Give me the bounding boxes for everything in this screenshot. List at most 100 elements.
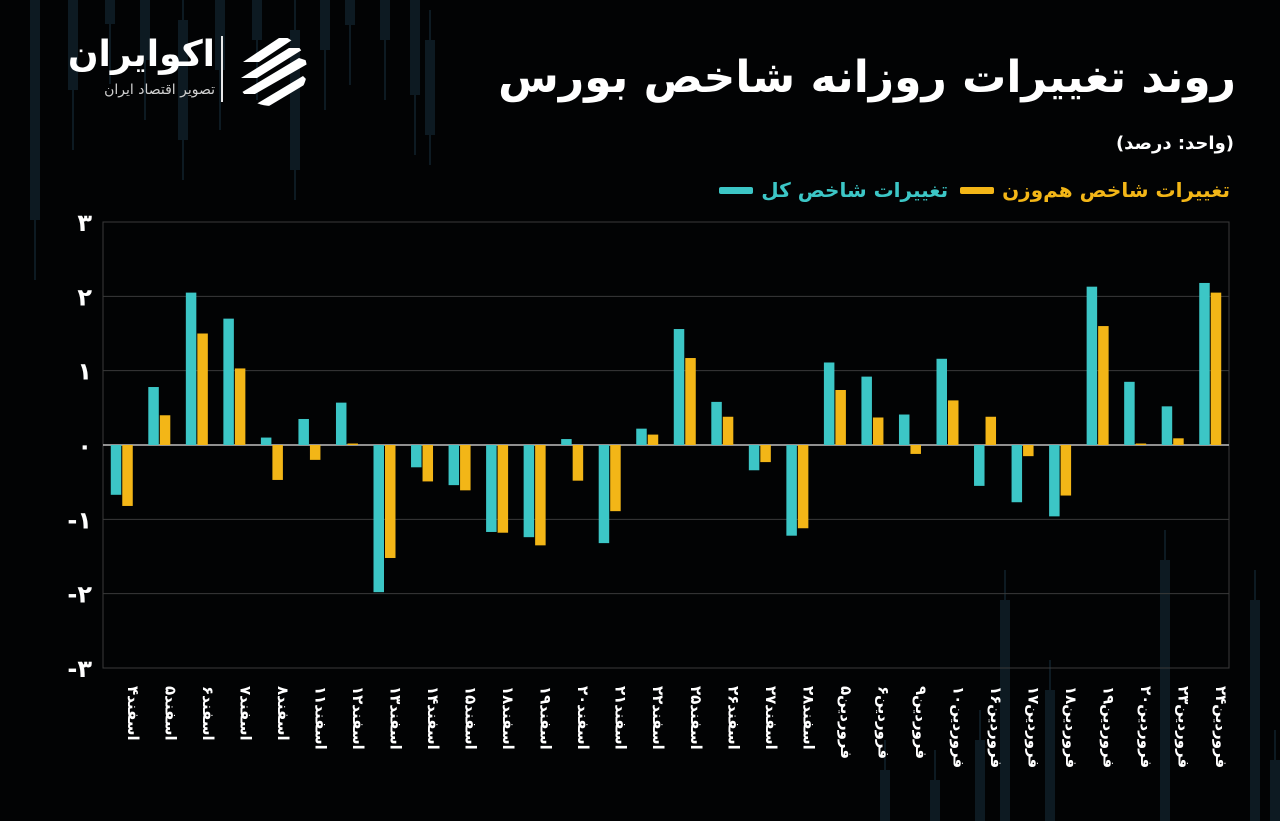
x-tick-label: فروردین۱۹	[1100, 686, 1118, 768]
bar-equal-weight-index	[1060, 445, 1072, 496]
bar-total-index	[711, 401, 722, 445]
bar-total-index	[974, 445, 985, 486]
x-tick-label: اسفند۲۷	[762, 686, 780, 750]
x-tick-label: فروردین۱۷	[1025, 686, 1043, 768]
bg-candle-wick	[72, 0, 74, 150]
bg-candle-wick	[1004, 570, 1006, 821]
bar-total-index	[148, 387, 159, 445]
y-tick-label: ۲	[77, 283, 92, 311]
bar-total-index	[1124, 381, 1135, 445]
bar-total-index	[260, 437, 272, 445]
bar-equal-weight-index	[1173, 438, 1184, 445]
bar-equal-weight-index	[722, 416, 734, 445]
legend-swatch-equal-weight-index	[960, 186, 995, 194]
x-tick-label: اسفند۲۸	[799, 686, 817, 750]
unit-note: (واحد: درصد)	[1115, 133, 1234, 154]
bar-equal-weight-index	[572, 445, 584, 481]
bar-equal-weight-index	[948, 400, 959, 445]
bar-total-index	[223, 318, 234, 445]
bar-total-index	[335, 402, 347, 445]
bar-equal-weight-index	[1135, 443, 1147, 445]
bg-candle-wick	[429, 10, 431, 165]
x-tick-label: فروردین۵	[837, 686, 855, 759]
x-tick-label: اسفند۸	[274, 686, 292, 741]
bar-total-index	[1086, 286, 1098, 445]
x-tick-label: اسفند۴	[124, 686, 142, 741]
x-tick-label: اسفند۶	[199, 686, 217, 741]
bg-candle-wick	[1254, 570, 1256, 821]
y-tick-label: -۱	[67, 506, 92, 534]
bar-equal-weight-index	[347, 443, 358, 445]
x-tick-label: اسفند۱۳	[387, 686, 405, 750]
chart-legend: تغییرات شاخص کل تغییرات شاخص هم‌وزن	[719, 178, 1230, 202]
x-tick-label: اسفند۲۲	[649, 686, 667, 750]
bar-equal-weight-index	[1023, 445, 1034, 457]
bar-total-index	[598, 445, 610, 544]
x-tick-label: فروردین۱۰	[950, 686, 968, 768]
chart-title: روند تغییرات روزانه شاخص بورس	[498, 52, 1236, 103]
bar-equal-weight-index	[910, 445, 921, 454]
bar-total-index	[561, 439, 572, 445]
bar-equal-weight-index	[309, 445, 321, 460]
brand-tagline: تصویر اقتصاد ایران	[104, 82, 215, 98]
x-tick-label: اسفند۱۲	[349, 686, 367, 750]
bar-total-index	[1049, 445, 1060, 517]
x-tick-label: اسفند۲۱	[612, 686, 630, 750]
x-tick-label: اسفند۱۱	[311, 686, 329, 750]
legend-label-total-index: تغییرات شاخص کل	[761, 178, 949, 202]
y-tick-label: -۲	[67, 581, 92, 609]
bar-equal-weight-index	[760, 445, 771, 463]
x-tick-label: فروردین۲۰	[1137, 686, 1155, 768]
bar-total-index	[110, 445, 122, 495]
y-tick-label: ۳	[77, 209, 92, 237]
bar-total-index	[1161, 406, 1173, 445]
x-tick-label: اسفند۲۵	[687, 686, 705, 750]
bg-candle-wick	[324, 0, 326, 110]
bg-candle-wick	[219, 0, 221, 130]
bg-candle-wick	[182, 0, 184, 180]
bg-candle-wick	[979, 710, 981, 821]
bar-equal-weight-index	[985, 416, 997, 445]
x-tick-label: اسفند۵	[161, 686, 179, 741]
bg-candle-wick	[349, 0, 351, 85]
ecoiran-logo-icon	[239, 38, 307, 106]
bg-candle-wick	[934, 750, 936, 821]
bar-equal-weight-index	[1210, 292, 1222, 445]
bar-equal-weight-index	[385, 445, 396, 558]
brand-logo: اکوایران تصویر اقتصاد ایران	[45, 30, 315, 110]
bar-total-index	[936, 358, 947, 445]
x-tick-label: اسفند۷	[236, 686, 254, 741]
bg-candle-wick	[294, 0, 296, 200]
bar-equal-weight-index	[159, 415, 171, 445]
bar-equal-weight-index	[497, 445, 509, 533]
bar-total-index	[411, 445, 422, 468]
bar-total-index	[373, 445, 384, 593]
x-tick-label: فروردین۱۸	[1062, 686, 1080, 768]
x-tick-label: اسفند۲۶	[724, 686, 742, 750]
x-tick-label: اسفند۱۹	[537, 686, 555, 750]
bar-equal-weight-index	[122, 445, 133, 506]
brand-name: اکوایران	[67, 34, 215, 75]
legend-item-total-index: تغییرات شاخص کل	[719, 178, 948, 202]
bar-total-index	[185, 292, 197, 445]
bg-candle-wick	[884, 740, 886, 821]
bg-candle-wick	[34, 0, 36, 280]
bar-equal-weight-index	[835, 389, 846, 445]
y-tick-label: ۰	[77, 432, 92, 460]
x-tick-label: فروردین۶	[874, 686, 892, 759]
bar-total-index	[486, 445, 497, 532]
x-tick-label: اسفند۲۰	[574, 686, 592, 750]
bg-candle-wick	[144, 0, 146, 120]
bar-equal-weight-index	[422, 445, 434, 482]
y-tick-label: ۱	[77, 358, 92, 386]
bar-equal-weight-index	[272, 445, 283, 480]
bar-total-index	[861, 376, 872, 445]
legend-label-equal-weight-index: تغییرات شاخص هم‌وزن	[1002, 178, 1230, 202]
bar-equal-weight-index	[610, 445, 621, 512]
x-tick-label: فروردین۲۴	[1212, 686, 1230, 768]
bar-equal-weight-index	[797, 445, 809, 529]
bg-candle-wick	[1049, 660, 1051, 821]
bar-total-index	[673, 329, 685, 445]
